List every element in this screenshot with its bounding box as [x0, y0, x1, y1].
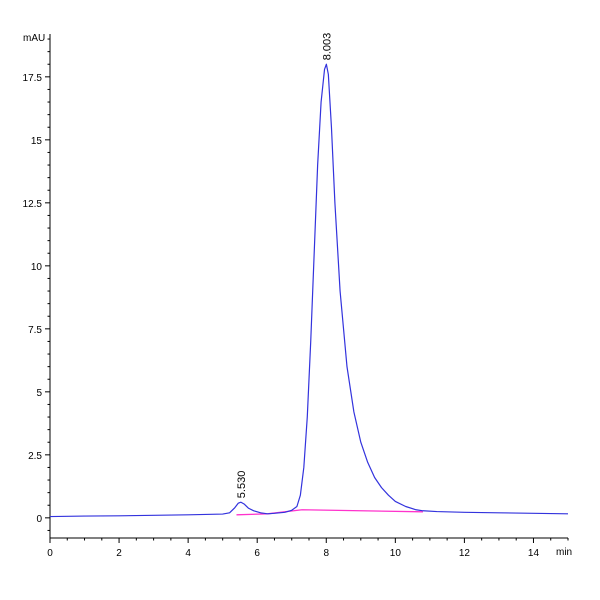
- y-axis-unit-label: mAU: [23, 33, 45, 44]
- x-tick-label: 14: [528, 548, 540, 559]
- x-tick-label: 12: [459, 548, 471, 559]
- y-tick-label: 17.5: [23, 73, 43, 84]
- x-axis: 0 2 4 6 8 10 12 14: [47, 537, 569, 559]
- x-tick-label: 10: [390, 548, 402, 559]
- x-tick-label: 2: [116, 548, 122, 559]
- baseline-line: [236, 509, 423, 516]
- x-tick-label: 0: [47, 548, 53, 559]
- y-tick-label: 15: [31, 136, 43, 147]
- signal-line: [49, 63, 569, 518]
- plot-area: 0 2.5 5 7.5 10 12.5 15 17.5 0 2 4 6 8 10 12 14 5.530 8.…: [23, 33, 569, 559]
- y-tick-label: 0: [36, 514, 42, 525]
- peak-label: 8.003: [321, 33, 333, 61]
- x-tick-label: 4: [185, 548, 191, 559]
- y-tick-label: 5: [36, 388, 42, 399]
- peak-labels: 5.530 8.003: [236, 33, 333, 499]
- y-tick-label: 7.5: [28, 325, 42, 336]
- x-tick-label: 8: [323, 548, 329, 559]
- series-layer: [49, 63, 569, 518]
- y-axis: 0 2.5 5 7.5 10 12.5 15 17.5: [23, 34, 51, 538]
- x-tick-label: 6: [254, 548, 260, 559]
- y-tick-label: 12.5: [23, 199, 43, 210]
- y-tick-label: 2.5: [28, 451, 42, 462]
- peak-label: 5.530: [236, 471, 248, 499]
- x-axis-unit-label: min: [556, 547, 572, 558]
- y-tick-label: 10: [31, 262, 43, 273]
